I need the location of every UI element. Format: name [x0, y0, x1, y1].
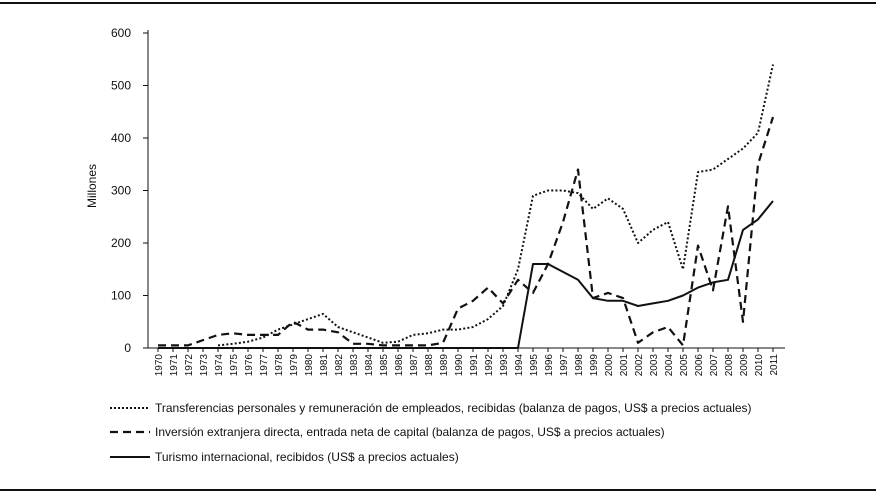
y-tick-label: 100 [111, 289, 131, 303]
x-tick-label: 1976 [244, 354, 255, 377]
x-tick-label: 1987 [409, 354, 420, 377]
x-tick-label: 1985 [379, 354, 390, 377]
x-tick-label: 1995 [529, 354, 540, 377]
plot-area: 0 100 200 300 400 500 600 1970 1971 1972 1973 1974 1… [111, 26, 785, 376]
y-tick-label: 0 [124, 341, 131, 355]
x-tick-label: 2006 [694, 354, 705, 377]
legend-label-inversion: Inversión extranjera directa, entrada ne… [155, 425, 665, 439]
y-tick-label: 500 [111, 79, 131, 93]
x-tick-label: 1979 [289, 354, 300, 377]
x-tick-label: 1972 [184, 354, 195, 377]
legend: Transferencias personales y remuneración… [110, 401, 752, 464]
x-tick-label: 2001 [619, 354, 630, 377]
x-tick-label: 1981 [319, 354, 330, 377]
x-tick-label: 2004 [664, 354, 675, 377]
x-tick-label: 1992 [484, 354, 495, 377]
x-tick-label: 1996 [544, 354, 555, 377]
x-tick-label: 1974 [214, 354, 225, 377]
legend-item-turismo: Turismo internacional, recibidos (US$ a … [110, 450, 459, 464]
x-tick-label: 1971 [169, 354, 180, 377]
x-tick-label: 2011 [769, 354, 780, 376]
x-tick-label: 2010 [754, 354, 765, 377]
y-tick-label: 600 [111, 26, 131, 40]
x-tick-label: 2009 [739, 354, 750, 377]
x-tick-label: 1994 [514, 354, 525, 377]
y-axis-title: Millones [85, 164, 99, 208]
y-tick-label: 200 [111, 236, 131, 250]
x-tick-label: 1977 [259, 354, 270, 377]
x-tick-label: 1989 [439, 354, 450, 377]
legend-label-transferencias: Transferencias personales y remuneración… [155, 401, 752, 415]
x-tick-label: 1983 [349, 354, 360, 377]
x-tick-label: 1980 [304, 354, 315, 377]
series-line-dotted [217, 64, 774, 347]
x-tick-label: 1991 [469, 354, 480, 377]
y-tick-label: 300 [111, 184, 131, 198]
x-tick-label: 2003 [649, 354, 660, 377]
x-tick-label: 1986 [394, 354, 405, 377]
x-tick-label: 1997 [559, 354, 570, 377]
legend-label-turismo: Turismo internacional, recibidos (US$ a … [155, 450, 459, 464]
x-tick-label: 1982 [334, 354, 345, 377]
x-tick-label: 1970 [154, 354, 165, 377]
x-tick-label: 1988 [424, 354, 435, 377]
legend-item-inversion: Inversión extranjera directa, entrada ne… [110, 425, 665, 439]
x-tick-label: 2007 [709, 354, 720, 377]
x-tick-label: 2008 [724, 354, 735, 377]
x-tick-label: 1999 [589, 354, 600, 377]
series-line-solid [158, 200, 774, 349]
x-tick-label: 1975 [229, 354, 240, 377]
legend-item-transferencias: Transferencias personales y remuneración… [110, 401, 752, 415]
x-tick-label: 1973 [199, 354, 210, 377]
x-tick-label: 1978 [274, 354, 285, 377]
x-tick-label: 1990 [454, 354, 465, 377]
x-tick-label: 2000 [604, 354, 615, 377]
series-line-dashed [158, 116, 775, 347]
x-tick-label: 2005 [679, 354, 690, 377]
x-tick-label: 1998 [574, 354, 585, 377]
x-tick-label: 1993 [499, 354, 510, 377]
y-tick-label: 400 [111, 131, 131, 145]
x-tick-label: 2002 [634, 354, 645, 377]
x-tick-label: 1984 [364, 354, 375, 377]
